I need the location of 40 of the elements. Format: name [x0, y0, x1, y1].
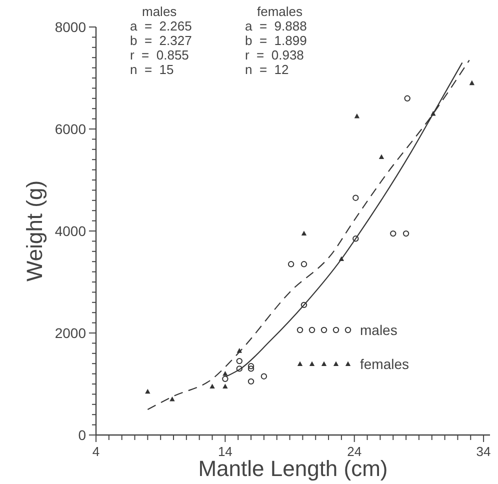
point — [300, 261, 308, 268]
point — [300, 302, 308, 308]
y-tick-label: 0 — [78, 427, 86, 443]
point — [260, 373, 268, 380]
point — [145, 388, 150, 394]
point — [248, 366, 254, 372]
point — [236, 358, 242, 364]
y-tick-label: 6000 — [54, 121, 86, 137]
point — [378, 154, 384, 160]
point — [236, 366, 242, 372]
annotation: females a = 9.888 b = 1.899 r = 0.938 n = 12 — [245, 4, 307, 77]
point — [469, 80, 475, 86]
x-tick-label: 14 — [218, 444, 232, 459]
point — [354, 113, 360, 118]
point — [248, 363, 254, 370]
legend-label: females — [360, 356, 410, 372]
point — [210, 384, 215, 389]
x-tick-label: 24 — [347, 444, 362, 459]
y-tick-label: 2000 — [54, 325, 86, 341]
point — [222, 376, 228, 382]
x-axis-title: Mantle Length (cm) — [198, 456, 388, 481]
legend-label: males — [360, 322, 398, 338]
point — [352, 236, 359, 242]
point — [352, 194, 359, 201]
x-tick-label: 34 — [476, 444, 491, 459]
point — [288, 261, 294, 268]
x-tick-label: 4 — [92, 444, 100, 459]
point — [170, 396, 175, 402]
point — [222, 384, 228, 389]
point — [248, 378, 254, 385]
point — [222, 371, 228, 376]
point — [402, 230, 410, 237]
point — [404, 95, 410, 102]
line-series — [147, 60, 470, 410]
y-tick-label: 8000 — [54, 19, 86, 35]
y-tick-label: 4000 — [54, 223, 86, 239]
y-axis-title: Weight (g) — [22, 180, 47, 282]
annotation: males a = 2.265 b = 2.327 r = 0.855 n = 15 — [130, 4, 192, 77]
point — [301, 230, 307, 236]
point — [390, 230, 396, 237]
